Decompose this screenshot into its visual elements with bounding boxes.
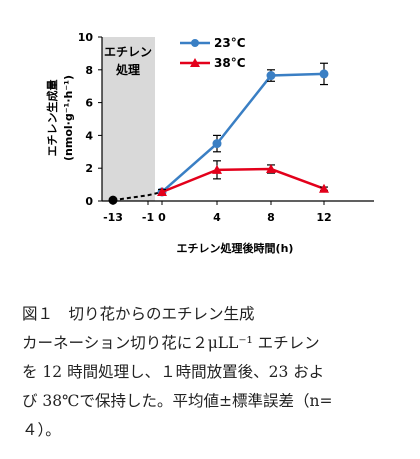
y-tick-label: 0	[85, 195, 93, 208]
y-axis-title-line2: (nmol·g⁻¹·h⁻¹)	[62, 75, 75, 161]
x-axis-title: エチレン処理後時間(h)	[177, 241, 294, 255]
plot-layer	[108, 62, 329, 205]
series-38c-point	[157, 186, 167, 196]
legend-23c-label: 23°C	[214, 36, 246, 50]
caption-line-1: 図１ 切り花からのエチレン生成	[22, 305, 255, 323]
caption-line-3: を 12 時間処理し、１時間放置後、23 およ	[22, 363, 325, 381]
x-tick-label: 4	[213, 211, 221, 224]
series-38c-line	[161, 167, 325, 194]
figure-caption: 図１ 切り花からのエチレン生成 カーネーション切り花に２μLL⁻¹ エチレン を…	[22, 300, 412, 445]
pre-treatment-line	[112, 191, 163, 202]
series-23c-point	[266, 71, 276, 81]
pre-treatment-point	[108, 195, 118, 205]
x-tick-label: -1	[142, 211, 154, 224]
caption-line-2: カーネーション切り花に２μLL⁻¹ エチレン	[22, 334, 320, 352]
x-tick-label: -13	[103, 211, 123, 224]
ethylene-production-chart: エチレン 処理 0 2 4 6 8 10 -13 -1 0 4 8 12 23°C 38°C エチレ…	[45, 31, 374, 255]
treatment-label-line1: エチレン	[104, 45, 152, 59]
legend-38c-label: 38°C	[214, 56, 246, 70]
legend: 23°C 38°C	[180, 36, 246, 70]
series-38c-point	[212, 164, 222, 174]
legend-23c-marker	[191, 39, 199, 47]
y-tick-label: 8	[85, 64, 93, 77]
y-axis-title-line1: エチレン生成量	[45, 80, 59, 157]
series-38c-point	[319, 183, 329, 193]
series-23c-point	[319, 69, 329, 79]
series-23c-point	[212, 139, 222, 149]
treatment-shaded-region	[102, 37, 155, 201]
y-tick-label: 2	[85, 162, 93, 175]
caption-line-5: ４）。	[22, 421, 61, 439]
series-38c-point	[266, 164, 276, 174]
series-23c-line	[161, 72, 325, 193]
y-axis-ticks: 0 2 4 6 8 10	[78, 31, 102, 208]
treatment-label-line2: 処理	[115, 62, 140, 77]
caption-line-4: び 38℃で保持した。平均値±標準誤差（n=	[22, 392, 333, 410]
x-tick-label: 12	[316, 211, 331, 224]
legend-38c-marker	[190, 58, 200, 67]
y-tick-label: 6	[85, 97, 93, 110]
x-tick-label: 8	[267, 211, 275, 224]
y-tick-label: 10	[78, 31, 94, 44]
x-tick-label: 0	[158, 211, 166, 224]
x-axis-ticks: -13 -1 0 4 8 12	[103, 201, 332, 224]
y-tick-label: 4	[85, 129, 93, 142]
